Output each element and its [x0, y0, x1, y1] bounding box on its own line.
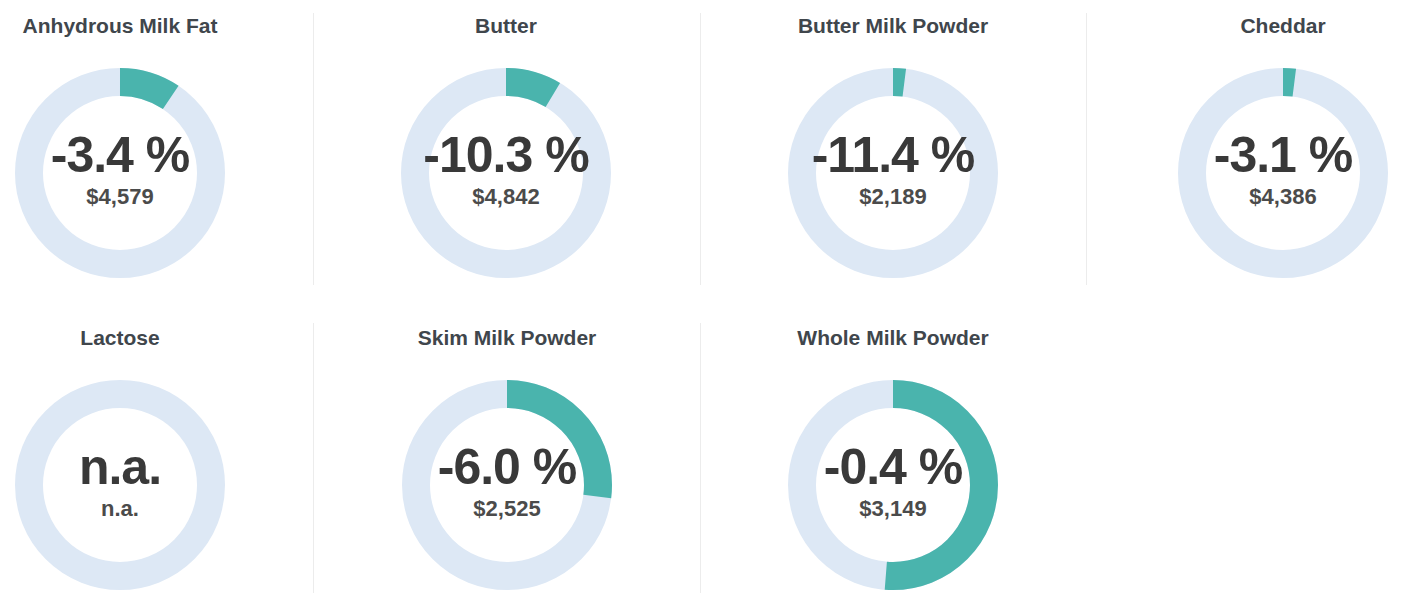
kpi-title: Whole Milk Powder: [743, 312, 1043, 350]
donut-center-text: -0.4 % $3,149: [788, 442, 998, 521]
kpi-title: Skim Milk Powder: [357, 312, 657, 350]
kpi-title: Anhydrous Milk Fat: [0, 0, 270, 38]
kpi-card-whole-milk-powder: Whole Milk Powder -0.4 % $3,149: [743, 312, 1043, 590]
kpi-title: Lactose: [0, 312, 270, 350]
donut-center-text: -3.4 % $4,579: [15, 130, 225, 209]
kpi-change-value: -0.4 %: [788, 442, 998, 493]
donut-chart: -6.0 % $2,525: [402, 380, 612, 590]
column-divider: [313, 323, 314, 593]
kpi-price-value: $4,386: [1178, 185, 1388, 209]
donut-chart: -0.4 % $3,149: [788, 380, 998, 590]
donut-center-text: n.a. n.a.: [15, 442, 225, 521]
column-divider: [700, 13, 701, 285]
donut-chart: n.a. n.a.: [15, 380, 225, 590]
column-divider: [700, 323, 701, 593]
kpi-change-value: -11.4 %: [788, 130, 998, 181]
donut-chart: -3.4 % $4,579: [15, 68, 225, 278]
kpi-price-value: $2,189: [788, 185, 998, 209]
kpi-title: Cheddar: [1133, 0, 1403, 38]
kpi-price-value: $4,579: [15, 185, 225, 209]
donut-chart: -11.4 % $2,189: [788, 68, 998, 278]
column-divider: [313, 13, 314, 285]
kpi-card-lactose: Lactose n.a. n.a.: [0, 312, 270, 590]
kpi-price-value: n.a.: [15, 497, 225, 521]
kpi-change-value: -3.1 %: [1178, 130, 1388, 181]
kpi-title: Butter Milk Powder: [743, 0, 1043, 38]
donut-center-text: -6.0 % $2,525: [402, 442, 612, 521]
kpi-price-value: $4,842: [401, 185, 611, 209]
kpi-change-value: -10.3 %: [401, 130, 611, 181]
kpi-price-value: $3,149: [788, 497, 998, 521]
donut-center-text: -10.3 % $4,842: [401, 130, 611, 209]
kpi-price-value: $2,525: [402, 497, 612, 521]
kpi-card-anhydrous-milk-fat: Anhydrous Milk Fat -3.4 % $4,579: [0, 0, 270, 278]
kpi-donut-grid: Anhydrous Milk Fat -3.4 % $4,579 Butter …: [0, 0, 1403, 603]
donut-center-text: -3.1 % $4,386: [1178, 130, 1388, 209]
kpi-change-value: -6.0 %: [402, 442, 612, 493]
kpi-title: Butter: [356, 0, 656, 38]
donut-center-text: -11.4 % $2,189: [788, 130, 998, 209]
kpi-card-skim-milk-powder: Skim Milk Powder -6.0 % $2,525: [357, 312, 657, 590]
kpi-card-butter-milk-powder: Butter Milk Powder -11.4 % $2,189: [743, 0, 1043, 278]
donut-chart: -3.1 % $4,386: [1178, 68, 1388, 278]
donut-chart: -10.3 % $4,842: [401, 68, 611, 278]
kpi-change-value: n.a.: [15, 442, 225, 493]
kpi-card-butter: Butter -10.3 % $4,842: [356, 0, 656, 278]
kpi-change-value: -3.4 %: [15, 130, 225, 181]
column-divider: [1086, 13, 1087, 285]
kpi-card-cheddar: Cheddar -3.1 % $4,386: [1133, 0, 1403, 278]
